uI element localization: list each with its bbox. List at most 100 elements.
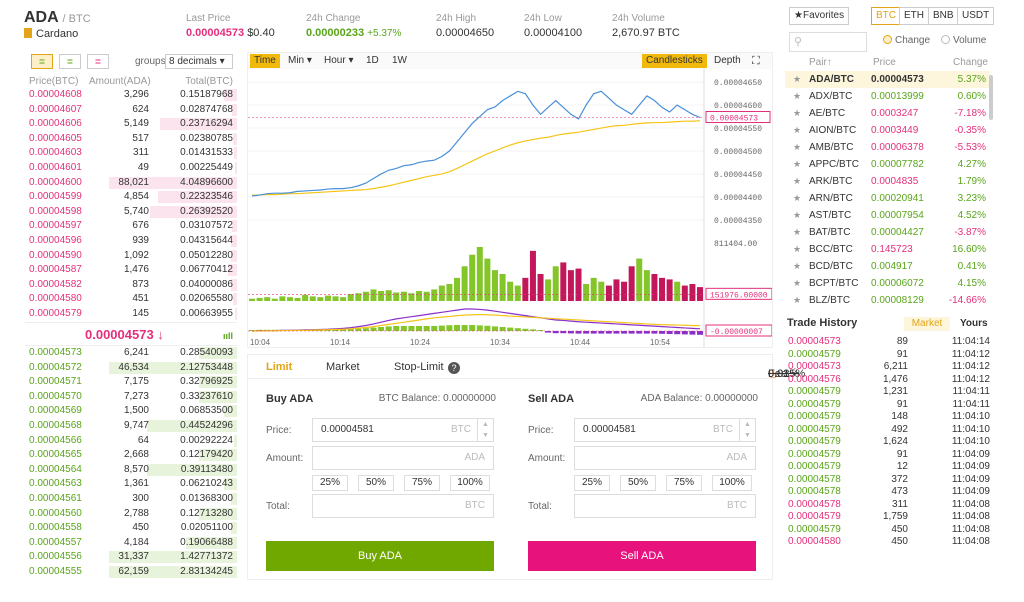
star-icon[interactable]: ★	[793, 159, 802, 169]
sell-pct-75[interactable]: 75%	[666, 475, 702, 491]
orderbook-row[interactable]: 0.00004563 1,361 0.06210243	[25, 477, 237, 492]
tab-usdt[interactable]: USDT	[957, 7, 995, 25]
tab-btc[interactable]: BTC	[871, 7, 901, 25]
star-icon[interactable]: ★	[793, 176, 802, 186]
orderbook-row[interactable]: 0.00004603 311 0.01431533	[25, 146, 237, 161]
star-icon[interactable]: ★	[793, 108, 802, 118]
market-row[interactable]: ★ AION/BTC 0.0003449 -0.35%	[785, 122, 990, 139]
market-row[interactable]: ★ BCC/BTC 0.145723 16.60%	[785, 241, 990, 258]
buy-pct-50[interactable]: 50%	[358, 475, 394, 491]
star-icon[interactable]: ★	[793, 142, 802, 152]
view-asks-icon[interactable]: ≣	[87, 54, 109, 69]
interval-hour[interactable]: Hour ▾	[324, 55, 354, 66]
sell-amount-input[interactable]: ADA	[574, 446, 756, 470]
buy-pct-75[interactable]: 75%	[404, 475, 440, 491]
buy-button[interactable]: Buy ADA	[266, 541, 494, 571]
sell-button[interactable]: Sell ADA	[528, 541, 756, 571]
price-stepper[interactable]: ▲ ▼	[477, 419, 493, 441]
buy-pct-100[interactable]: 100%	[450, 475, 490, 491]
orderbook-row[interactable]: 0.00004587 1,476 0.06770412	[25, 263, 237, 278]
fullscreen-icon[interactable]: ⛶	[752, 55, 760, 67]
decimals-select[interactable]: 8 decimals ▾	[165, 54, 233, 69]
sell-pct-25[interactable]: 25%	[574, 475, 610, 491]
market-row[interactable]: ★ ADX/BTC 0.00013999 0.60%	[785, 88, 990, 105]
interval-1w[interactable]: 1W	[392, 55, 407, 66]
coin-name[interactable]: Cardano	[24, 28, 78, 40]
buy-pct-25[interactable]: 25%	[312, 475, 348, 491]
col-market-price[interactable]: Price	[873, 57, 896, 68]
market-row[interactable]: ★ AE/BTC 0.0003247 -7.18%	[785, 105, 990, 122]
orderbook-row[interactable]: 0.00004557 4,184 0.19066488	[25, 536, 237, 551]
star-icon[interactable]: ★	[793, 210, 802, 220]
orderbook-row[interactable]: 0.00004566 64 0.00292224	[25, 434, 237, 449]
tab-favorites[interactable]: ★Favorites	[789, 7, 850, 25]
orderbook-row[interactable]: 0.00004600 88,021 4.04896600	[25, 176, 237, 191]
orderbook-row[interactable]: 0.00004572 46,534 2.12753448	[25, 361, 237, 376]
orderbook-row[interactable]: 0.00004601 49 0.00225449	[25, 161, 237, 176]
tab-limit[interactable]: Limit	[266, 361, 293, 373]
orderbook-row[interactable]: 0.00004597 676 0.03107572	[25, 219, 237, 234]
buy-amount-input[interactable]: ADA	[312, 446, 494, 470]
orderbook-row[interactable]: 0.00004558 450 0.02051100	[25, 521, 237, 536]
orderbook-row[interactable]: 0.00004571 7,175 0.32796925	[25, 375, 237, 390]
orderbook-row[interactable]: 0.00004582 873 0.04000086	[25, 278, 237, 293]
orderbook-row[interactable]: 0.00004570 7,273 0.33237610	[25, 390, 237, 405]
chart-canvas[interactable]: 0.00004650 0.00004600 0.00004550 0.00004500…	[248, 69, 772, 347]
orderbook-row[interactable]: 0.00004569 1,500 0.06853500	[25, 404, 237, 419]
orderbook-row[interactable]: 0.00004598 5,740 0.26392520	[25, 205, 237, 220]
col-change[interactable]: Change	[952, 57, 988, 68]
market-search-input[interactable]: ⚲	[789, 32, 867, 52]
star-icon[interactable]: ★	[793, 295, 802, 305]
tab-candlesticks[interactable]: Candlesticks	[642, 54, 707, 68]
orderbook-row[interactable]: 0.00004605 517 0.02380785	[25, 132, 237, 147]
tab-your-trades[interactable]: Yours	[960, 318, 988, 329]
market-row[interactable]: ★ ARK/BTC 0.0004835 1.79%	[785, 173, 990, 190]
market-row[interactable]: ★ BCD/BTC 0.004917 0.41%	[785, 258, 990, 275]
tab-stop-limit[interactable]: Stop-Limit	[394, 361, 444, 373]
orderbook-row[interactable]: 0.00004596 939 0.04315644	[25, 234, 237, 249]
market-row[interactable]: ★ AMB/BTC 0.00006378 -5.53%	[785, 139, 990, 156]
market-scrollbar[interactable]	[989, 75, 993, 120]
tab-market-trades[interactable]: Market	[904, 317, 950, 331]
help-icon[interactable]: ?	[448, 362, 460, 374]
interval-min[interactable]: Min ▾	[288, 55, 312, 66]
sell-total-input[interactable]: BTC	[574, 494, 756, 518]
view-both-icon[interactable]: ≣	[31, 54, 53, 69]
orderbook-row[interactable]: 0.00004599 4,854 0.22323546	[25, 190, 237, 205]
buy-total-input[interactable]: BTC	[312, 494, 494, 518]
orderbook-row[interactable]: 0.00004590 1,092 0.05012280	[25, 249, 237, 264]
orderbook-row[interactable]: 0.00004556 31,337 1.42771372	[25, 550, 237, 565]
orderbook-row[interactable]: 0.00004561 300 0.01368300	[25, 492, 237, 507]
star-icon[interactable]: ★	[793, 193, 802, 203]
sell-pct-50[interactable]: 50%	[620, 475, 656, 491]
tab-market[interactable]: Market	[326, 361, 360, 373]
market-row[interactable]: ★ ADA/BTC 0.00004573 5.37%	[785, 71, 990, 88]
radio-volume[interactable]: Volume	[941, 35, 986, 46]
star-icon[interactable]: ★	[793, 125, 802, 135]
star-icon[interactable]: ★	[793, 74, 802, 84]
orderbook-row[interactable]: 0.00004580 451 0.02065580	[25, 292, 237, 307]
interval-time[interactable]: Time	[250, 54, 280, 68]
orderbook-row[interactable]: 0.00004608 3,296 0.15187968	[25, 88, 237, 103]
market-row[interactable]: ★ APPC/BTC 0.00007782 4.27%	[785, 156, 990, 173]
market-row[interactable]: ★ AST/BTC 0.00007954 4.52%	[785, 207, 990, 224]
star-icon[interactable]: ★	[793, 244, 802, 254]
orderbook-row[interactable]: 0.00004565 2,668 0.12179420	[25, 448, 237, 463]
orderbook-row[interactable]: 0.00004579 145 0.00663955	[25, 307, 237, 322]
orderbook-row[interactable]: 0.00004607 624 0.02874768	[25, 103, 237, 118]
orderbook-row[interactable]: 0.00004564 8,570 0.39113480	[25, 463, 237, 478]
interval-1d[interactable]: 1D	[366, 55, 379, 66]
star-icon[interactable]: ★	[793, 278, 802, 288]
sell-price-input[interactable]: 0.00004581 BTC ▲ ▼	[574, 418, 756, 442]
col-pair[interactable]: Pair↑	[809, 57, 832, 68]
market-row[interactable]: ★ BLZ/BTC 0.00008129 -14.66%	[785, 292, 990, 309]
orderbook-row[interactable]: 0.00004573 6,241 0.28540093	[25, 346, 237, 361]
radio-change[interactable]: Change	[883, 35, 930, 46]
market-row[interactable]: ★ ARN/BTC 0.00020941 3.23%	[785, 190, 990, 207]
orderbook-row[interactable]: 0.00004568 9,747 0.44524296	[25, 419, 237, 434]
sell-pct-100[interactable]: 100%	[712, 475, 752, 491]
orderbook-row[interactable]: 0.00004555 62,159 2.83134245	[25, 565, 237, 580]
market-row[interactable]: ★ BCPT/BTC 0.00006072 4.15%	[785, 275, 990, 292]
orderbook-row[interactable]: 0.00004560 2,788 0.12713280	[25, 507, 237, 522]
tab-depth[interactable]: Depth	[714, 55, 741, 66]
